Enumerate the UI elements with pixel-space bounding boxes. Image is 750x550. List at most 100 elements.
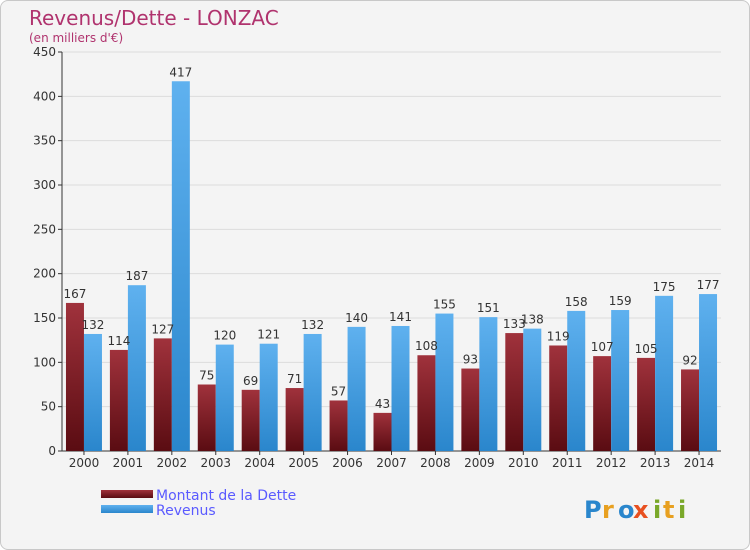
value-label: 158 <box>565 295 588 309</box>
value-label: 92 <box>682 353 697 367</box>
bar-revenus <box>435 313 454 451</box>
y-tick-label: 350 <box>33 134 56 148</box>
bar-revenus <box>171 81 190 451</box>
chart-title: Revenus/Dette - LONZAC <box>29 6 279 30</box>
logo-letter: P <box>584 496 602 524</box>
y-tick-label: 250 <box>33 222 56 236</box>
bar-revenus <box>215 344 234 451</box>
logo-letter: x <box>633 496 649 524</box>
bar-revenus <box>699 294 718 451</box>
bar-revenus <box>391 325 410 451</box>
logo-letter: r <box>602 496 614 524</box>
chart-subtitle: (en milliers d'€) <box>29 31 123 45</box>
value-label: 43 <box>375 397 390 411</box>
value-label: 140 <box>345 311 368 325</box>
bar-dette <box>637 357 656 451</box>
bar-dette <box>197 384 216 451</box>
y-tick-label: 200 <box>33 267 56 281</box>
bar-dette <box>285 388 304 451</box>
bar-revenus <box>479 317 498 451</box>
logo-letter: o <box>618 496 635 524</box>
x-tick-label: 2006 <box>332 456 363 470</box>
bar-dette <box>241 389 260 451</box>
logo-letter: i <box>678 496 686 524</box>
value-label: 75 <box>199 369 214 383</box>
y-tick-label: 150 <box>33 311 56 325</box>
y-tick-label: 450 <box>33 45 56 59</box>
y-tick-label: 100 <box>33 355 56 369</box>
value-label: 107 <box>591 340 614 354</box>
logo-letter: t <box>663 496 674 524</box>
value-label: 108 <box>415 339 438 353</box>
bar-dette <box>593 356 612 451</box>
y-tick-label: 50 <box>41 400 56 414</box>
bar-dette <box>549 345 568 451</box>
x-tick-label: 2013 <box>640 456 671 470</box>
x-tick-label: 2002 <box>157 456 188 470</box>
bar-revenus <box>655 295 674 451</box>
value-label: 132 <box>82 318 105 332</box>
value-label: 132 <box>301 318 324 332</box>
x-tick-label: 2001 <box>113 456 144 470</box>
value-label: 167 <box>64 287 87 301</box>
x-tick-label: 2004 <box>244 456 275 470</box>
bar-dette <box>681 369 700 451</box>
value-label: 133 <box>503 317 526 331</box>
axes: 0 50 100 150 200 250 300 350 400 450 2000 2001 2002 2… <box>33 45 721 470</box>
x-tick-label: 2005 <box>288 456 319 470</box>
bar-dette <box>505 333 524 451</box>
value-labels: 1671321141871274177512069121711325714043… <box>64 65 720 411</box>
logo-letter: i <box>653 496 661 524</box>
value-label: 155 <box>433 298 456 312</box>
value-label: 93 <box>463 353 478 367</box>
value-label: 121 <box>257 328 280 342</box>
bar-revenus <box>259 343 278 451</box>
x-tick-label: 2008 <box>420 456 451 470</box>
bar-revenus <box>83 333 102 451</box>
y-tick-label: 300 <box>33 178 56 192</box>
value-label: 71 <box>287 372 302 386</box>
y-tick-label: 400 <box>33 89 56 103</box>
bar-revenus <box>611 310 630 451</box>
value-label: 177 <box>697 278 720 292</box>
y-tick-label: 0 <box>48 444 56 458</box>
value-label: 105 <box>635 342 658 356</box>
bar-revenus <box>523 328 542 451</box>
value-label: 187 <box>125 269 148 283</box>
bar-dette <box>153 338 172 451</box>
bar-revenus <box>567 310 586 451</box>
value-label: 69 <box>243 374 258 388</box>
x-tick-label: 2010 <box>508 456 539 470</box>
x-tick-label: 2011 <box>552 456 583 470</box>
bar-dette <box>373 412 392 451</box>
x-tick-label: 2007 <box>376 456 407 470</box>
legend-swatch-dette <box>101 490 153 498</box>
bar-dette <box>109 349 128 451</box>
x-tick-label: 2012 <box>596 456 627 470</box>
value-label: 119 <box>547 329 570 343</box>
legend-label-dette: Montant de la Dette <box>156 488 296 504</box>
bars <box>65 81 718 451</box>
bar-dette <box>329 400 348 451</box>
value-label: 417 <box>169 65 192 79</box>
bar-dette <box>461 368 480 451</box>
value-label: 120 <box>213 329 236 343</box>
bar-revenus <box>127 285 146 451</box>
bar-dette <box>65 302 84 451</box>
x-tick-label: 2014 <box>684 456 715 470</box>
value-label: 175 <box>653 280 676 294</box>
value-label: 114 <box>107 334 130 348</box>
value-label: 127 <box>151 322 174 336</box>
x-tick-label: 2000 <box>69 456 100 470</box>
bar-revenus <box>303 333 322 451</box>
value-label: 138 <box>521 313 544 327</box>
legend-label-revenus: Revenus <box>156 503 216 519</box>
value-label: 151 <box>477 301 500 315</box>
bar-revenus <box>347 326 366 451</box>
bar-dette <box>417 355 436 451</box>
x-tick-label: 2009 <box>464 456 495 470</box>
